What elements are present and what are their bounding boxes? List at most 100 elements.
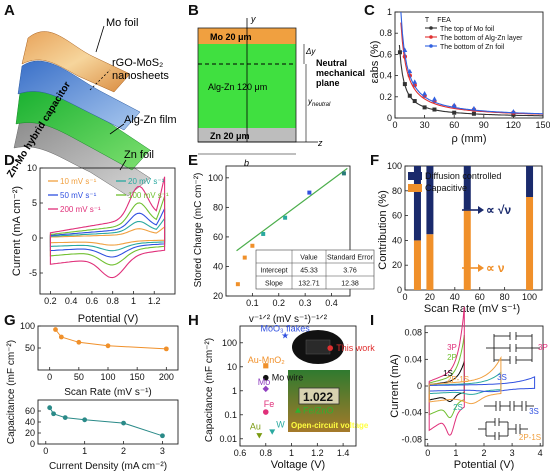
bar-f: [526, 166, 534, 197]
x-tick-label-C: 60: [449, 120, 459, 130]
x-tick-label-F: 20: [425, 292, 435, 302]
multimeter-reading: 1.022: [303, 390, 333, 404]
cv-curve-i-5: [428, 355, 502, 405]
data-point-g-bottom: [62, 415, 68, 420]
legend-header-fea: FEA: [437, 17, 451, 24]
label-mo-foil: Mo foil: [106, 17, 138, 29]
plot-frame-I: [424, 325, 544, 447]
y-tick-label-F: 80: [392, 186, 402, 196]
x-tick-label-G-bottom: 1: [82, 446, 87, 456]
bar-f: [413, 240, 421, 290]
data-point-e: [341, 171, 346, 176]
mo-foil-layer: [21, 31, 131, 93]
panel-label-f: F: [370, 152, 380, 169]
data-point-h: [262, 409, 269, 415]
y-tick-label-G-bottom: 20: [25, 428, 35, 438]
cv-curve-i-2: [428, 306, 465, 436]
fit-table-e: [255, 249, 375, 290]
x-tick-label-G-top: 0: [47, 372, 52, 382]
data-point-e: [307, 190, 312, 195]
y-axis-title-d: Current (mA cm⁻²): [11, 186, 23, 276]
data-point-c: [432, 96, 437, 101]
legend-label-d: 10 mV s⁻¹: [60, 177, 97, 186]
x-tick-label-I: 1: [453, 448, 458, 458]
y-tick-label-C: 0.2: [379, 92, 392, 102]
plot-frame-C: [394, 11, 544, 119]
curve-label-i-1: 2P: [447, 353, 457, 362]
y-tick-label-G-top: 50: [25, 343, 35, 353]
cv-curve-d-4: [49, 176, 166, 279]
y-tick-label-H: 10: [227, 362, 237, 372]
y-tick-label-D: 10: [27, 163, 37, 173]
y-tick-label-C: 0: [387, 113, 392, 123]
yneutral-label: yneutral: [307, 97, 331, 108]
dy-label: Δy: [305, 47, 316, 56]
x-tick-label-F: 100: [522, 292, 537, 302]
bar-f: [526, 197, 534, 290]
data-point-c: [397, 50, 402, 55]
y-tick-label-I: 0.04: [404, 354, 422, 364]
curve-label-i-5: 2S: [453, 403, 463, 412]
curve-label-i-4: 3S: [497, 373, 507, 382]
legend-label-d: 200 mV s⁻¹: [60, 205, 101, 214]
plot-frame-D: [39, 167, 176, 295]
data-point-g-bottom: [160, 433, 165, 439]
point-label-h-7: Au: [250, 421, 261, 431]
legend-marker-c: [429, 44, 433, 48]
x-tick-label-I: 3: [510, 448, 515, 458]
curve-label-i-2: 1S: [443, 369, 453, 378]
y-tick-label-F: 20: [392, 260, 402, 270]
series-line-g-top: [55, 329, 167, 350]
rgo-mos2-layer: [17, 60, 141, 131]
data-point-c: [471, 111, 476, 116]
arrow-head-linear-f: [478, 264, 484, 272]
x-axis-title-g-bottom: Current Density (mA cm⁻²): [49, 461, 167, 472]
fit-line-e: [236, 167, 348, 252]
y-axis-title-g: Capacitance (mF cm⁻²): [6, 340, 17, 444]
data-point-g-bottom: [47, 405, 53, 411]
table-cell-e: 45.33: [300, 268, 318, 275]
legend-label-c: The bottom of Zn foil: [440, 44, 505, 51]
legend-label-c: The bottom of Alg-Zn layer: [440, 35, 523, 42]
x-tick-label-F: 40: [450, 292, 460, 302]
y-tick-label-H: 0.1: [224, 410, 237, 420]
label-nanosheets: nanosheets: [112, 70, 169, 82]
bar-f: [463, 209, 471, 290]
x-tick-label-D: 0.6: [86, 296, 99, 306]
panel-label-d: D: [4, 152, 15, 169]
panel-b: Mo 20 μm Alg-Zn 120 μm Zn 20 μm y z b Δy…: [197, 14, 365, 168]
y-tick-label-E: 20: [213, 291, 223, 301]
table-cell-e: 12.38: [341, 281, 359, 288]
x-tick-label-G-top: 100: [100, 372, 115, 382]
annotation-linear-f: ∝ ν: [486, 261, 505, 275]
x-tick-label-I: 2: [481, 448, 486, 458]
x-tick-label-C: 150: [535, 120, 550, 130]
circuit-label-3p: 3P: [538, 343, 548, 352]
cv-curve-i-4: [428, 376, 536, 393]
y-tick-label-G-bottom: 0: [30, 439, 35, 449]
y-tick-label-C: 1: [387, 7, 392, 17]
x-tick-label-H: 1.2: [311, 448, 324, 458]
annotation-sqrt-f: ∝ √ν: [486, 203, 511, 217]
data-point-g-top: [58, 334, 64, 340]
panel-label-a: A: [4, 2, 15, 19]
x-tick-label-D: 1: [131, 296, 136, 306]
table-cell-e: Slope: [265, 281, 283, 288]
x-tick-label-D: 0.8: [106, 296, 119, 306]
data-point-e: [242, 255, 247, 260]
data-point-c: [432, 107, 437, 112]
bar-f: [426, 234, 434, 290]
data-point-e: [283, 215, 288, 220]
leader-rgo: [89, 69, 111, 91]
data-point-g-bottom: [121, 420, 126, 426]
leader-alg: [109, 123, 125, 135]
x-tick-label-E: 0.4: [325, 298, 338, 308]
x-axis-title-i: Potential (V): [454, 459, 515, 471]
legend-marker-c: [429, 35, 433, 39]
y-tick-label-H: 0.01: [219, 434, 237, 444]
neutral-plane-label-1: Neutral: [316, 58, 347, 68]
photo-leader: [315, 363, 319, 371]
panel-label-b: B: [188, 2, 199, 19]
